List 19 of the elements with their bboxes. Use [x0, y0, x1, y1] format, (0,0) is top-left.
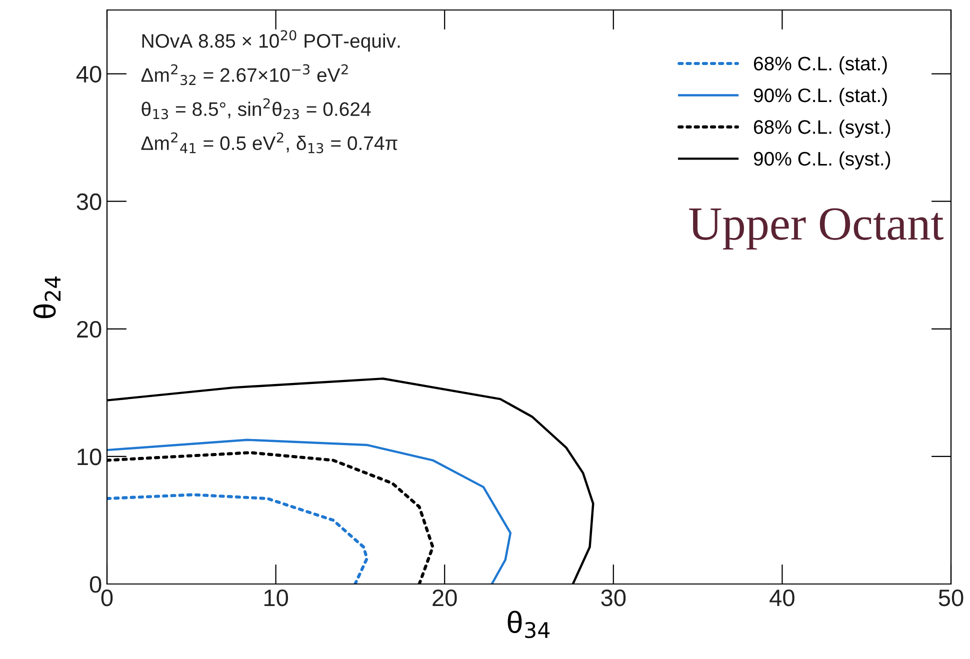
y-tick-label: 40	[76, 66, 102, 83]
x-tick-label: 10	[264, 589, 288, 606]
y-tick-label: 20	[77, 320, 102, 338]
x-tick-label: 0	[101, 589, 113, 606]
legend-label: 68% C.L. (syst.)	[754, 120, 890, 138]
legend-label: 90% C.L. (syst.)	[754, 151, 890, 170]
annotation: Upper Octant	[689, 208, 944, 250]
x-tick-label: 20	[432, 589, 457, 606]
legend-label: 68% C.L. (stat.)	[754, 56, 887, 74]
x-tick-label: 30	[601, 589, 626, 606]
y-tick-label: 0	[90, 576, 102, 593]
legend-label: 90% C.L. (stat.)	[754, 88, 887, 106]
x-axis-title: θ$_{34}$	[508, 610, 550, 638]
text: NOvA 8.85 × 10$^{20}$ POT-equiv. Δm$^{2}$$_{32}$ = 2.67×10$^{−3}$ eV$^{2}$ θ$_{13}$ = 8.5°, sin$^{2}$θ$_{23}$ = 0.624 Δm$^{2}$$_{41}$ = 0.5 eV$^{2}$, δ$_{13}$ = 0.74π	[141, 30, 400, 154]
y-tick-label: 10	[78, 448, 102, 466]
x-tick-label: 50	[938, 589, 964, 606]
y-axis-title: θ$_{24}$	[33, 276, 60, 318]
x-tick-label: 40	[770, 589, 794, 606]
y-tick-label: 30	[76, 193, 102, 210]
